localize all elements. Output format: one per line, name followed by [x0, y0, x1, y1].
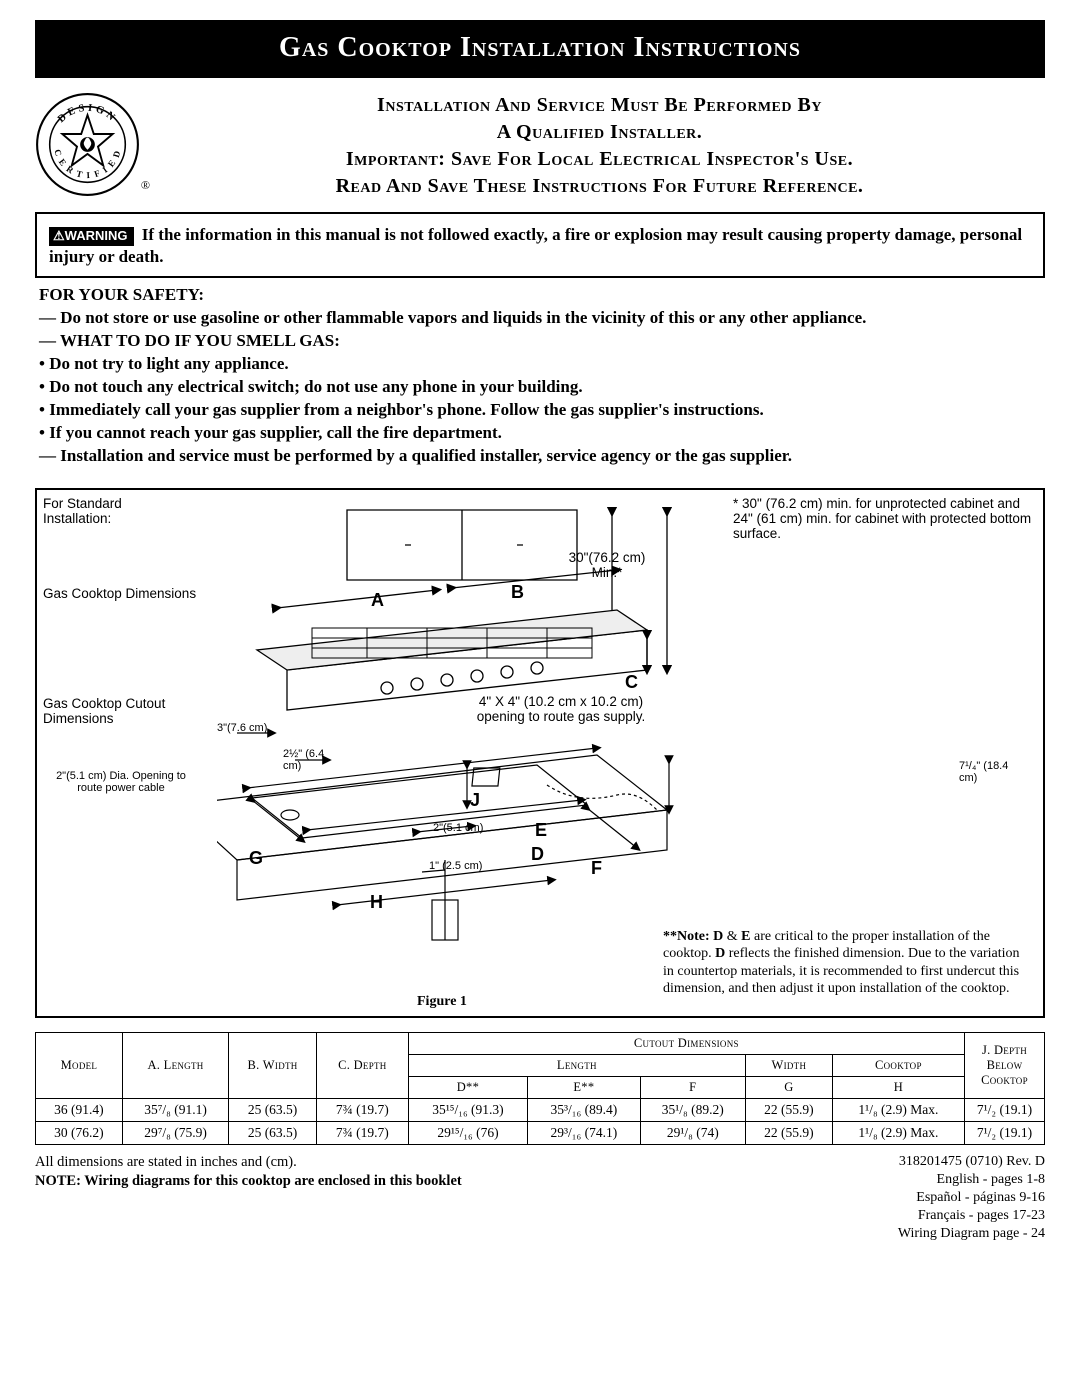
th-width: Width: [745, 1054, 832, 1076]
page-title: Gas Cooktop Installation Instructions: [35, 20, 1045, 78]
table-cell: 7¹/₂ (19.1): [965, 1121, 1045, 1144]
table-cell: 7¹/₂ (19.1): [965, 1098, 1045, 1121]
th-e: E**: [528, 1076, 640, 1098]
th-d: D**: [408, 1076, 527, 1098]
footer-dim-note: All dimensions are stated in inches and …: [35, 1153, 462, 1173]
certification-seal-icon: DESIGN C E R T I F I E D ®: [35, 92, 140, 197]
footer-row: All dimensions are stated in inches and …: [35, 1153, 1045, 1244]
safety-item: If you cannot reach your gas supplier, c…: [39, 422, 1041, 445]
table-cell: 35¹/₈ (89.2): [640, 1098, 745, 1121]
table-cell: 29¹⁵/₁₆ (76): [408, 1121, 527, 1144]
footer-wiring-note: NOTE: Wiring diagrams for this cooktop a…: [35, 1172, 462, 1192]
fig-min-note: * 30" (76.2 cm) min. for unprotected cab…: [733, 496, 1033, 541]
note-d-e: **Note: D & E are critical to the proper…: [663, 928, 1033, 998]
safety-section: FOR YOUR SAFETY: Do not store or use gas…: [35, 282, 1045, 482]
fig-min-clear: 30"(76.2 cm) Min.*: [557, 550, 657, 580]
header-line: Read And Save These Instructions For Fut…: [154, 173, 1045, 200]
th-length: Length: [408, 1054, 745, 1076]
dim-letter-g: G: [249, 848, 263, 869]
warning-tag: WARNING: [49, 227, 134, 246]
fig-gap-71: 7¹/₄" (18.4 cm): [959, 760, 1019, 784]
footer-lang: Español - páginas 9-16: [898, 1189, 1045, 1207]
table-cell: 1¹/₈ (2.9) Max.: [832, 1121, 964, 1144]
table-cell: 7¾ (19.7): [316, 1098, 408, 1121]
figure-caption: Figure 1: [417, 994, 467, 1010]
fig-gap-3: 3"(7.6 cm): [217, 722, 267, 734]
header-line: Important: Save For Local Electrical Ins…: [154, 146, 1045, 173]
th-model: Model: [36, 1032, 123, 1098]
table-cell: 7¾ (19.7): [316, 1121, 408, 1144]
warning-box: WARNING If the information in this manua…: [35, 212, 1045, 278]
safety-item: Do not store or use gasoline or other fl…: [39, 307, 1041, 330]
table-cell: 22 (55.9): [745, 1121, 832, 1144]
table-cell: 29³/₁₆ (74.1): [528, 1121, 640, 1144]
table-row: 36 (91.4)35⁷/₈ (91.1)25 (63.5)7¾ (19.7)3…: [36, 1098, 1045, 1121]
fig-gap-2: 2"(5.1 cm): [433, 822, 483, 834]
fig-gap-1: 1" (2.5 cm): [429, 860, 482, 872]
safety-item: Do not touch any electrical switch; do n…: [39, 376, 1041, 399]
fig-label-standard: For Standard Installation:: [43, 496, 173, 526]
dim-letter-b: B: [511, 582, 524, 603]
dim-letter-a: A: [371, 590, 384, 611]
th-b: B. Width: [229, 1032, 317, 1098]
th-g: G: [745, 1076, 832, 1098]
th-j: J. Depth Below Cooktop: [965, 1032, 1045, 1098]
warning-body: If the information in this manual is not…: [49, 225, 1022, 266]
fig-label-cooktop-dims: Gas Cooktop Dimensions: [43, 586, 223, 601]
th-c: C. Depth: [316, 1032, 408, 1098]
registered-mark: ®: [141, 178, 150, 193]
footer-revision: 318201475 (0710) Rev. D English - pages …: [898, 1153, 1045, 1244]
safety-item: Immediately call your gas supplier from …: [39, 399, 1041, 422]
th-cooktop-col: Cooktop: [832, 1054, 964, 1076]
table-cell: 25 (63.5): [229, 1098, 317, 1121]
table-row: 30 (76.2)29⁷/₈ (75.9)25 (63.5)7¾ (19.7)2…: [36, 1121, 1045, 1144]
table-cell: 29⁷/₈ (75.9): [122, 1121, 228, 1144]
safety-item: WHAT TO DO IF YOU SMELL GAS:: [39, 330, 1041, 353]
header-warning-text: Installation And Service Must Be Perform…: [154, 92, 1045, 200]
dim-letter-f: F: [591, 858, 602, 879]
fig-power-opening: 2"(5.1 cm) Dia. Opening to route power c…: [51, 770, 191, 794]
footer-lang: Wiring Diagram page - 24: [898, 1225, 1045, 1243]
table-cell: 29¹/₈ (74): [640, 1121, 745, 1144]
dim-letter-e: E: [535, 820, 547, 841]
th-cutout: Cutout Dimensions: [408, 1032, 964, 1054]
footer-lang: English - pages 1-8: [898, 1171, 1045, 1189]
figure-1-box: For Standard Installation: Gas Cooktop D…: [35, 488, 1045, 1018]
table-cell: 36 (91.4): [36, 1098, 123, 1121]
table-cell: 35³/₁₆ (89.4): [528, 1098, 640, 1121]
table-cell: 25 (63.5): [229, 1121, 317, 1144]
dimensions-table: Model A. Length B. Width C. Depth Cutout…: [35, 1032, 1045, 1145]
table-cell: 35¹⁵/₁₆ (91.3): [408, 1098, 527, 1121]
fig-label-cutout: Gas Cooktop Cutout Dimensions: [43, 696, 203, 726]
table-cell: 30 (76.2): [36, 1121, 123, 1144]
safety-heading: FOR YOUR SAFETY:: [39, 284, 1041, 307]
th-h: H: [832, 1076, 964, 1098]
th-f: F: [640, 1076, 745, 1098]
safety-item: Installation and service must be perform…: [39, 445, 1041, 468]
safety-item: Do not try to light any appliance.: [39, 353, 1041, 376]
table-cell: 22 (55.9): [745, 1098, 832, 1121]
dim-letter-d: D: [531, 844, 544, 865]
fig-gap-25: 2½" (6.4 cm): [283, 748, 333, 772]
footer-lang: Français - pages 17-23: [898, 1207, 1045, 1225]
header-line: A Qualified Installer.: [154, 119, 1045, 146]
footer-rev: 318201475 (0710) Rev. D: [898, 1153, 1045, 1171]
header-line: Installation And Service Must Be Perform…: [154, 92, 1045, 119]
dim-letter-j: J: [470, 790, 480, 811]
table-cell: 35⁷/₈ (91.1): [122, 1098, 228, 1121]
table-cell: 1¹/₈ (2.9) Max.: [832, 1098, 964, 1121]
th-a: A. Length: [122, 1032, 228, 1098]
dim-letter-c: C: [625, 672, 638, 693]
fig-gas-opening: 4" X 4" (10.2 cm x 10.2 cm) opening to r…: [461, 694, 661, 724]
dim-letter-h: H: [370, 892, 383, 913]
header-row: DESIGN C E R T I F I E D ® Installation …: [35, 92, 1045, 200]
